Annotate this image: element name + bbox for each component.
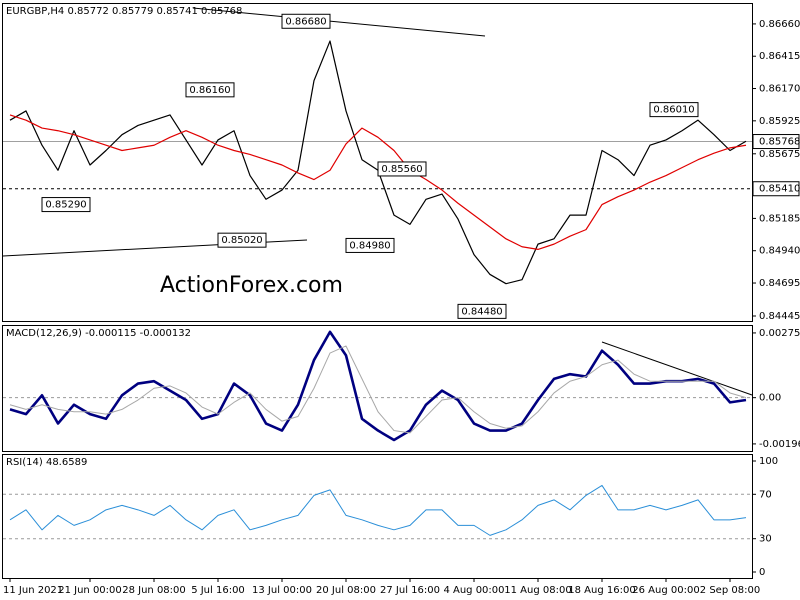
annotation-box [41,197,91,213]
y-tick-label: 0 [759,567,765,578]
y-tick-label: 30 [759,534,772,545]
annotation-box [281,13,331,29]
annotation-label: 0.86160 [189,85,230,96]
y-tick-label: 100 [759,456,778,467]
x-tick-label: 13 Jul 00:00 [252,585,312,596]
x-tick-label: 21 Jun 00:00 [58,585,122,596]
annotation-label: 0.85290 [45,200,86,211]
x-tick-label: 18 Aug 16:00 [568,585,635,596]
series-line [9,345,747,434]
annotation-box [649,102,699,118]
price-box-label: 0.85410 [759,184,800,195]
annotation-box [185,82,235,98]
macd-header: MACD(12,26,9) -0.000115 -0.000132 [6,328,191,339]
annotation-label: 0.86010 [653,105,694,116]
annotation-label: 0.84980 [349,240,390,251]
y-tick-label: 0.85925 [759,116,800,127]
y-tick-label: 0.86660 [759,19,800,30]
y-tick-label: 0.00 [759,393,781,404]
watermark: ActionForex.com [160,273,343,298]
x-tick-label: 4 Aug 00:00 [443,585,504,596]
x-tick-label: 28 Jun 08:00 [122,585,186,596]
rsi-header: RSI(14) 48.6589 [6,457,87,468]
x-tick-label: 11 Aug 08:00 [504,585,571,596]
annotation-box [217,232,267,248]
y-tick-label: 0.85185 [759,213,800,224]
y-tick-label: 0.86170 [759,84,800,95]
x-tick-label: 11 Jun 2021 [3,585,63,596]
annotation-label: 0.85020 [221,235,262,246]
y-tick-label: 70 [759,489,772,500]
price-panel [2,3,753,322]
y-tick-label: 0.86415 [759,51,800,62]
y-tick-label: 0.85675 [759,149,800,160]
annotation-label: 0.86680 [285,16,326,27]
series-line [9,330,747,442]
x-tick-label: 5 Jul 16:00 [191,585,245,596]
x-tick-label: 26 Aug 00:00 [632,585,699,596]
annotation-box [377,161,427,177]
x-tick-label: 27 Jul 16:00 [380,585,440,596]
series-line [9,114,747,250]
y-tick-label: -0.001968 [759,439,800,450]
x-tick-label: 20 Jul 08:00 [316,585,376,596]
series-line [9,484,747,536]
trend-line [601,341,753,396]
annotation-label: 0.85560 [381,164,422,175]
macd-panel [2,325,753,452]
y-tick-label: 0.002755 [759,328,800,339]
annotation-box [345,237,395,253]
price-box [752,181,800,197]
y-tick-label: 0.84445 [759,311,800,322]
price-header: EURGBP,H4 0.85772 0.85779 0.85741 0.8576… [6,6,242,17]
annotation-box [457,303,507,319]
y-tick-label: 0.84940 [759,246,800,257]
y-tick-label: 0.84695 [759,278,800,289]
annotation-label: 0.84480 [461,306,502,317]
trend-line [192,7,486,37]
x-tick-label: 2 Sep 08:00 [700,585,760,596]
price-box [752,134,800,150]
price-box-label: 0.85768 [759,137,800,148]
rsi-panel [2,454,753,579]
